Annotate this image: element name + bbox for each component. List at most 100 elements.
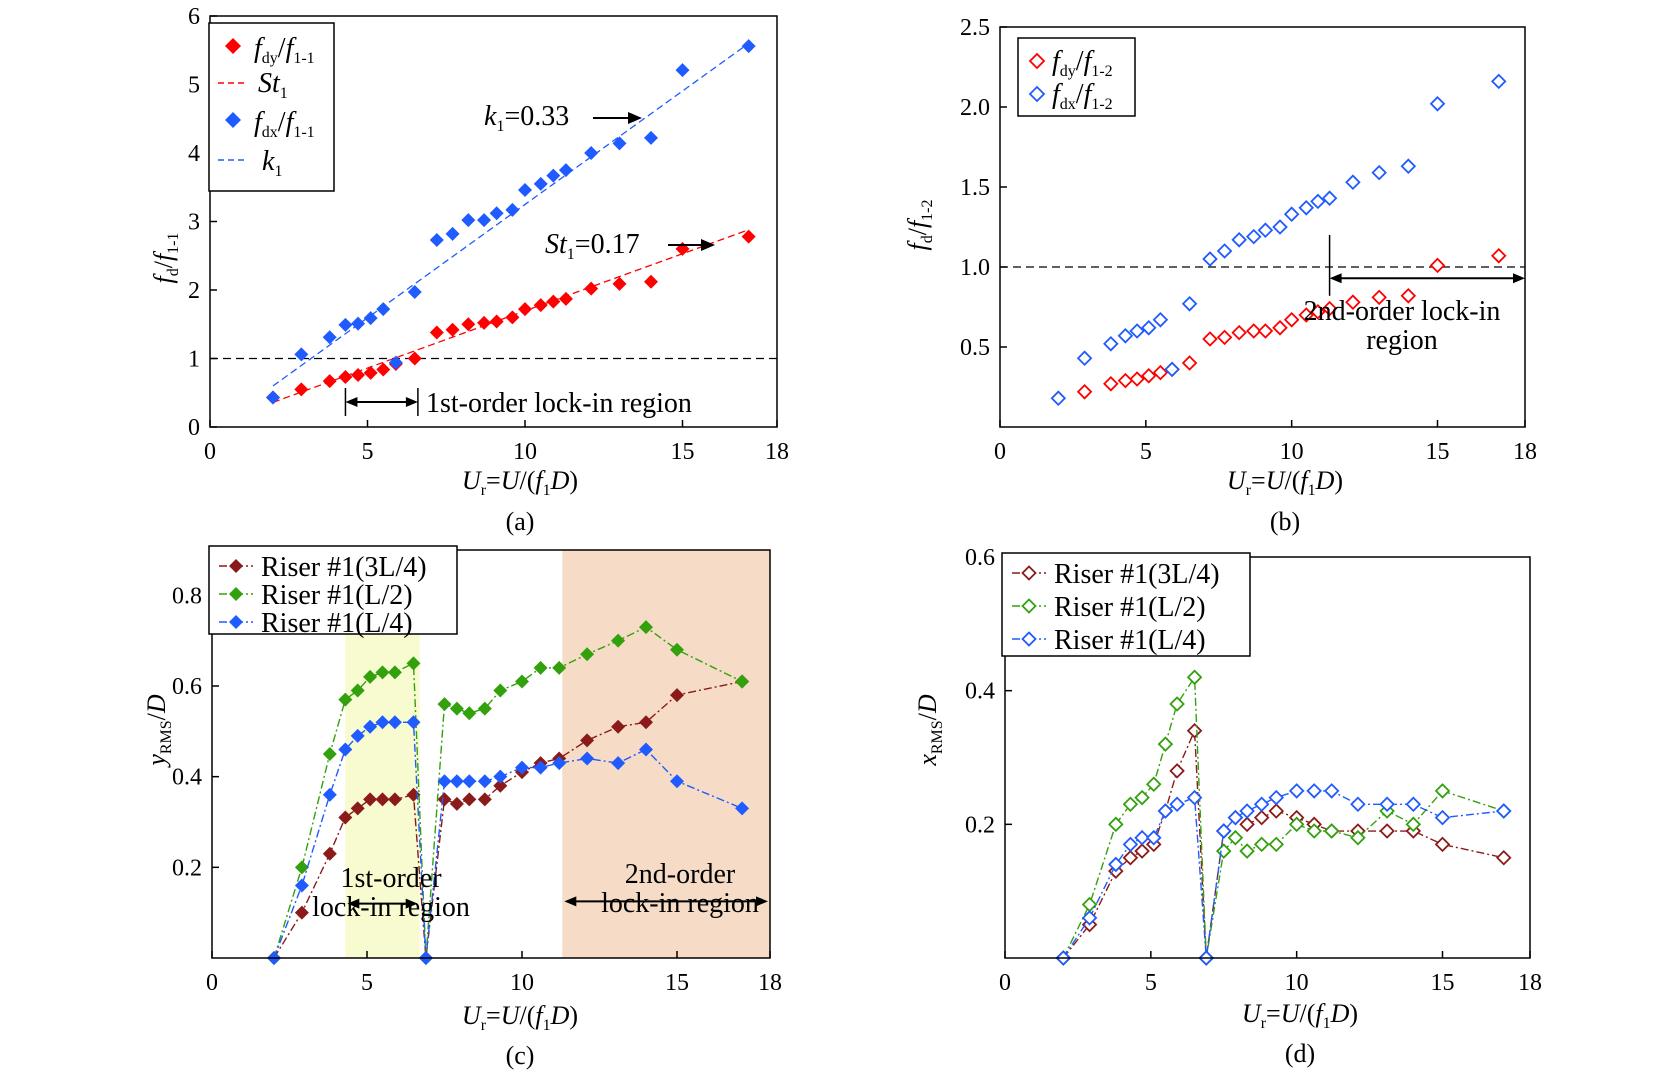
data-point-L4 [670, 774, 684, 789]
data-point-L2 [1108, 816, 1124, 833]
data-point-3L4 [294, 905, 309, 920]
data-point-3L4 [350, 801, 365, 816]
data-point-3L4 [611, 719, 626, 734]
panel-a-xtick-label: 5 [362, 439, 374, 465]
panel-c-xtick-label: 15 [665, 970, 689, 996]
data-point-3L4 [387, 792, 402, 807]
data-point-fdx2 [1103, 336, 1119, 352]
panel-b-marks: 0 5 10 15 18 0.5 1.0 1.5 2.0 2.5 [960, 15, 1537, 465]
panel-b-xtick-label: 10 [1280, 439, 1304, 465]
data-point-L4 [1379, 796, 1395, 813]
data-point-fdx [388, 355, 403, 370]
data-point-L4 [611, 756, 626, 771]
panel-b-xtick-label: 15 [1426, 439, 1450, 465]
data-point-fdy2 [1298, 307, 1315, 323]
data-point-L2 [375, 665, 390, 680]
data-point-L4 [1081, 910, 1098, 926]
panel-a-xtick-label: 10 [513, 439, 537, 465]
data-point-L4 [1145, 829, 1162, 846]
annotation-lock-in-a: 1st-order lock-in region [426, 388, 692, 419]
data-point-L4 [1186, 789, 1203, 806]
panel-c-ylabel: yRMS/D [142, 694, 175, 769]
data-point-fdx [558, 163, 573, 178]
data-point-L2 [493, 683, 508, 698]
data-point-fdx2 [1117, 328, 1134, 344]
data-point-L4 [533, 760, 548, 775]
panel-a-ytick-label: 2 [188, 278, 200, 304]
data-point-fdx [675, 63, 690, 78]
annotation-lock1-c-line1: 1st-order [340, 863, 442, 894]
panel-b-ytick-label: 1.0 [960, 255, 990, 281]
data-point-fdy [407, 351, 422, 366]
data-point-fdx2 [1272, 219, 1288, 235]
annotation-k1-arrowhead [628, 112, 642, 124]
data-point-fdx2 [1140, 320, 1157, 336]
data-point-L4 [639, 742, 653, 757]
data-point-fdx2 [1050, 390, 1067, 406]
lock-in-a-arrowhead-right [405, 397, 418, 407]
data-point-fdx2 [1216, 243, 1233, 259]
panel-d-legend: Riser #1(3L/4)Riser #1(L/2)Riser #1(L/4) [1001, 552, 1251, 657]
data-point-L4 [462, 774, 477, 789]
legend-marker-fdx [225, 112, 241, 128]
data-point-fdx2 [1257, 222, 1274, 238]
data-point-L2 [1169, 696, 1185, 712]
data-point-fdy [376, 362, 391, 377]
panel-c-frame [211, 549, 771, 959]
lock-in-a-arrowhead-left [345, 397, 358, 407]
panel-c-ytick-label: 0.6 [172, 674, 202, 700]
annotation-lock2-c-line1: 2nd-order [625, 859, 736, 890]
data-point-L4 [735, 801, 750, 816]
data-point-L4 [515, 760, 529, 775]
data-point-L4 [350, 728, 365, 743]
panel-c-xlabel: Ur=U/(f1D) [462, 1001, 578, 1034]
data-point-3L4 [437, 792, 452, 807]
data-point-L2 [1227, 829, 1244, 846]
data-point-3L4 [1379, 823, 1395, 839]
data-point-fdy2 [1152, 364, 1169, 381]
data-point-fdx [376, 302, 391, 317]
data-point-fdy2 [1490, 248, 1507, 264]
data-point-3L4 [1268, 803, 1285, 819]
data-point-fdx [612, 136, 627, 151]
data-point-fdy2 [1216, 329, 1233, 346]
data-point-L2 [1306, 823, 1322, 839]
data-point-L2 [533, 660, 548, 675]
data-point-3L4 [493, 778, 508, 793]
data-point-fdy [445, 322, 460, 337]
lock-in-region-2 [562, 550, 770, 958]
data-point-fdx [461, 213, 476, 228]
data-point-L2 [1253, 836, 1270, 853]
lock2-arrowhead-right [756, 896, 768, 907]
data-point-fdy2 [1345, 294, 1361, 310]
legend-marker-3L4 [1021, 565, 1037, 581]
legend-marker-L4 [1021, 631, 1037, 647]
panel-c-xtick-label: 0 [206, 970, 218, 996]
data-point-L2 [294, 860, 309, 875]
panel-b-ytick-label: 1.5 [960, 175, 990, 201]
data-point-fdy [429, 325, 444, 340]
panel-b-xtick-label: 0 [994, 439, 1006, 465]
data-point-fdy [533, 298, 548, 313]
panel-a-marks: 0 5 10 15 18 0 1 2 3 4 5 6 [188, 4, 789, 465]
data-point-fdx [294, 347, 309, 362]
data-point-L2 [611, 633, 626, 648]
panel-b-frame [999, 26, 1526, 428]
panel-a-ytick-label: 1 [188, 347, 200, 373]
data-point-fdy [338, 369, 353, 384]
data-point-fdx2 [1231, 232, 1247, 248]
panel-a-ytick-label: 0 [188, 415, 200, 441]
data-point-fdy2 [1321, 300, 1338, 317]
data-point-fdy [518, 302, 532, 317]
legend-fdx: fdx/f1-1 [254, 107, 315, 141]
data-point-fdy [546, 294, 561, 309]
legend-fdy2: fdy/f1-2 [1052, 46, 1113, 80]
data-point-fdy2 [1129, 371, 1145, 387]
data-point-3L4 [1253, 809, 1270, 826]
panel-a-xtick-label: 15 [671, 439, 695, 465]
panel-c-ytick-label: 0.4 [172, 765, 202, 791]
panel-b-xtick-label: 18 [1513, 439, 1537, 465]
data-point-fdy2 [1429, 257, 1446, 274]
data-point-fdx [338, 317, 353, 332]
